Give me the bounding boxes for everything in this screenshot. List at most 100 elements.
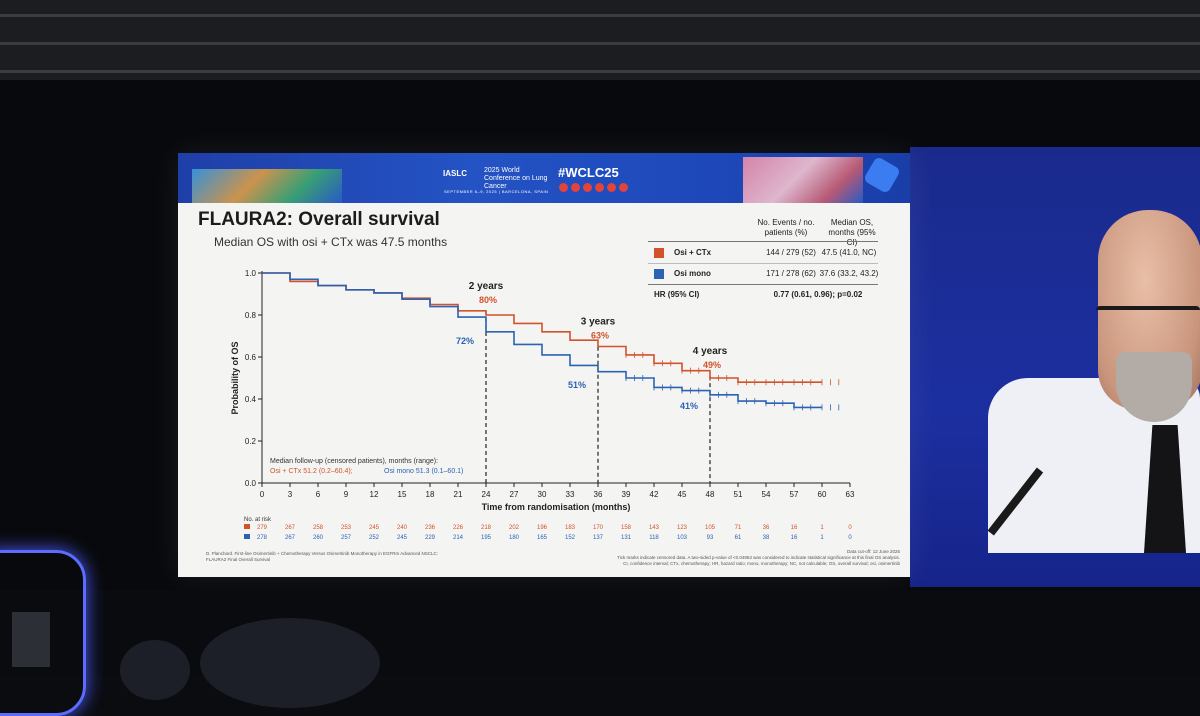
risk-osi-ctx-count: 1 — [820, 525, 824, 531]
linkedin-icon — [571, 183, 580, 192]
risk-osi-ctx-count: 158 — [621, 525, 632, 531]
x-tick-label: 48 — [706, 490, 715, 499]
risk-osi-mono-count: 267 — [285, 535, 296, 541]
x-tick-label: 63 — [846, 490, 855, 499]
x-tick-label: 45 — [678, 490, 687, 499]
x-tick-label: 0 — [260, 490, 265, 499]
table-rule — [648, 241, 878, 242]
risk-osi-mono-count: 229 — [425, 535, 436, 541]
risk-osi-ctx-count: 105 — [705, 525, 716, 531]
risk-osi-mono-count: 93 — [707, 535, 714, 541]
risk-osi-mono-count: 214 — [453, 535, 464, 541]
x-tick-label: 51 — [734, 490, 743, 499]
table-rule — [648, 263, 878, 264]
followup-osi-ctx: Osi + CTx 51.2 (0.2–60.4); — [270, 468, 353, 475]
risk-osi-ctx-count: 36 — [763, 525, 770, 531]
events-value: 144 / 279 (52) — [766, 248, 816, 257]
milestone-label: 3 years — [581, 317, 616, 328]
risk-osi-mono-count: 245 — [397, 535, 408, 541]
camera-rig — [12, 612, 50, 667]
milestone-osi-ctx-value: 63% — [591, 331, 609, 341]
milestone-label: 2 years — [469, 281, 504, 292]
slide-subtitle: Median OS with osi + CTx was 47.5 months — [214, 235, 448, 249]
x-tick-label: 54 — [762, 490, 771, 499]
truss-beam — [0, 70, 1200, 73]
conference-hashtag: #WCLC25 — [558, 165, 619, 180]
x-tick-label: 9 — [344, 490, 349, 499]
conference-name: 2025 World Conference on Lung Cancer — [484, 167, 548, 190]
risk-osi-ctx-count: 0 — [848, 525, 852, 531]
footnote-line: CI, confidence interval; CTx, chemothera… — [623, 561, 900, 566]
median-value: 37.6 (33.2, 43.2) — [819, 269, 879, 278]
x-tick-label: 18 — [426, 490, 435, 499]
x-icon — [583, 183, 592, 192]
risk-osi-mono-count: 257 — [341, 535, 352, 541]
milestone-osi-mono-value: 51% — [568, 380, 586, 390]
risk-osi-mono-count: 38 — [763, 535, 770, 541]
risk-osi-mono-count: 103 — [677, 535, 688, 541]
legend-row-osi-ctx: Osi + CTx 144 / 279 (52) 47.5 (41.0, NC) — [648, 244, 878, 262]
x-tick-label: 36 — [594, 490, 603, 499]
y-tick-label: 1.0 — [245, 269, 257, 278]
x-tick-label: 27 — [510, 490, 519, 499]
youtube-icon — [607, 183, 616, 192]
risk-osi-ctx-count: 240 — [397, 525, 408, 531]
series-line-osi-mono — [262, 272, 822, 409]
risk-osi-ctx-count: 267 — [285, 525, 296, 531]
x-tick-label: 42 — [650, 490, 659, 499]
median-column-header: Median OS, months (95% CI) — [828, 218, 876, 247]
followup-title: Median follow-up (censored patients), mo… — [270, 458, 438, 465]
x-tick-label: 24 — [482, 490, 491, 499]
y-tick-label: 0.2 — [245, 437, 257, 446]
risk-osi-ctx-count: 71 — [735, 525, 742, 531]
speaker-glasses — [1096, 306, 1200, 338]
y-tick-label: 0.6 — [245, 353, 257, 362]
social-icons — [559, 183, 628, 192]
x-tick-label: 33 — [566, 490, 575, 499]
footnote-right: Data cut-off: 12 June 2025 Tick marks in… — [588, 549, 900, 567]
risk-osi-mono-count: 252 — [369, 535, 380, 541]
survival-curve-chart: 0.00.20.40.60.81.00 3 6 9 12 15 18 21 24 27 30 33 36… — [230, 269, 855, 541]
risk-osi-mono-count: 180 — [509, 535, 520, 541]
risk-osi-mono-count: 195 — [481, 535, 492, 541]
median-value: 47.5 (41.0, NC) — [821, 248, 877, 257]
citation-line: D. Planchard. First-line Osimertinib + C… — [206, 551, 438, 556]
iaslc-logo: IASLC — [443, 169, 467, 178]
hazard-ratio-row: HR (95% CI) 0.77 (0.61, 0.96); p=0.02 — [648, 286, 878, 304]
presentation-slide: IASLC 2025 World Conference on Lung Canc… — [178, 153, 910, 577]
x-tick-label: 12 — [370, 490, 379, 499]
risk-osi-mono-count: 131 — [621, 535, 632, 541]
y-tick-label: 0.8 — [245, 311, 257, 320]
y-axis-label: Probability of OS — [230, 341, 240, 414]
risk-osi-ctx-count: 16 — [791, 525, 798, 531]
risk-osi-ctx-count: 202 — [509, 525, 520, 531]
facebook-icon — [559, 183, 568, 192]
events-value: 171 / 278 (62) — [766, 269, 816, 278]
risk-osi-ctx-count: 258 — [313, 525, 324, 531]
slide-title: FLAURA2: Overall survival — [198, 209, 440, 230]
citation-line: FLAURA2 Final Overall Survival — [206, 557, 271, 562]
legend-row-osi-mono: Osi mono 171 / 278 (62) 37.6 (33.2, 43.2… — [648, 265, 878, 283]
milestone-osi-ctx-value: 49% — [703, 360, 721, 370]
x-tick-label: 3 — [288, 490, 293, 499]
truss-beam — [0, 14, 1200, 17]
flickr-icon — [619, 183, 628, 192]
milestone-osi-mono-value: 41% — [680, 401, 698, 411]
speaker-beard — [1116, 352, 1192, 422]
x-tick-label: 6 — [316, 490, 321, 499]
footnote-line: Tick marks indicate censored data. A two… — [617, 555, 900, 560]
data-cutoff: Data cut-off: 12 June 2025 — [847, 549, 900, 554]
risk-osi-ctx-count: 279 — [257, 525, 268, 531]
audience-head — [120, 640, 190, 700]
milestone-osi-ctx-value: 80% — [479, 295, 497, 305]
risk-osi-ctx-count: 196 — [537, 525, 548, 531]
x-tick-label: 15 — [398, 490, 407, 499]
risk-osi-ctx-count: 236 — [425, 525, 436, 531]
y-tick-label: 0.0 — [245, 479, 257, 488]
ceiling-truss — [0, 0, 1200, 80]
hr-value: 0.77 (0.61, 0.96); p=0.02 — [773, 290, 863, 299]
milestone-osi-mono-value: 72% — [456, 336, 474, 346]
truss-beam — [0, 42, 1200, 45]
citation: D. Planchard. First-line Osimertinib + C… — [206, 551, 486, 563]
osi-mono-swatch — [654, 269, 664, 279]
